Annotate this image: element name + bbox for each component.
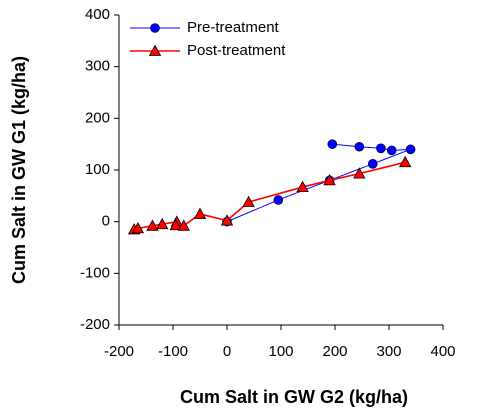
x-tick-label: 300 [376,343,401,360]
point [146,219,159,231]
x-tick-label: 400 [430,343,455,360]
y-tick-label: 0 [102,213,110,230]
point [367,159,378,169]
y-tick-label: 100 [85,161,110,178]
y-axis-title: Cum Salt in GW G1 (kg/ha) [9,56,29,284]
point [156,217,169,230]
x-tick-label: 0 [223,343,231,360]
point [193,207,207,219]
point [405,144,416,155]
y-tick-label: -200 [80,316,110,333]
point [177,219,190,231]
point [242,195,255,207]
point [376,143,386,154]
legend-marker [150,23,160,33]
x-tick-label: 100 [268,343,293,360]
point [327,139,338,149]
legend-marker [148,44,162,56]
x-tick-label: -200 [104,343,134,360]
y-tick-label: 300 [85,58,110,75]
x-axis-title: Cum Salt in GW G2 (kg/ha) [180,387,408,407]
point [220,214,234,226]
y-tick-label: -100 [80,264,110,281]
point [273,195,284,205]
x-tick-label: -100 [158,343,188,360]
point [323,174,336,186]
point [296,180,309,192]
y-tick-label: 400 [85,6,110,23]
point [354,141,365,152]
point [353,167,366,179]
point [386,145,397,156]
legend-label: Post-treatment [187,42,286,59]
x-tick-label: 200 [322,343,347,360]
point [169,218,182,231]
y-tick-label: 200 [85,109,110,126]
point [399,155,412,168]
legend-label: Pre-treatment [187,19,280,36]
point [131,222,145,234]
